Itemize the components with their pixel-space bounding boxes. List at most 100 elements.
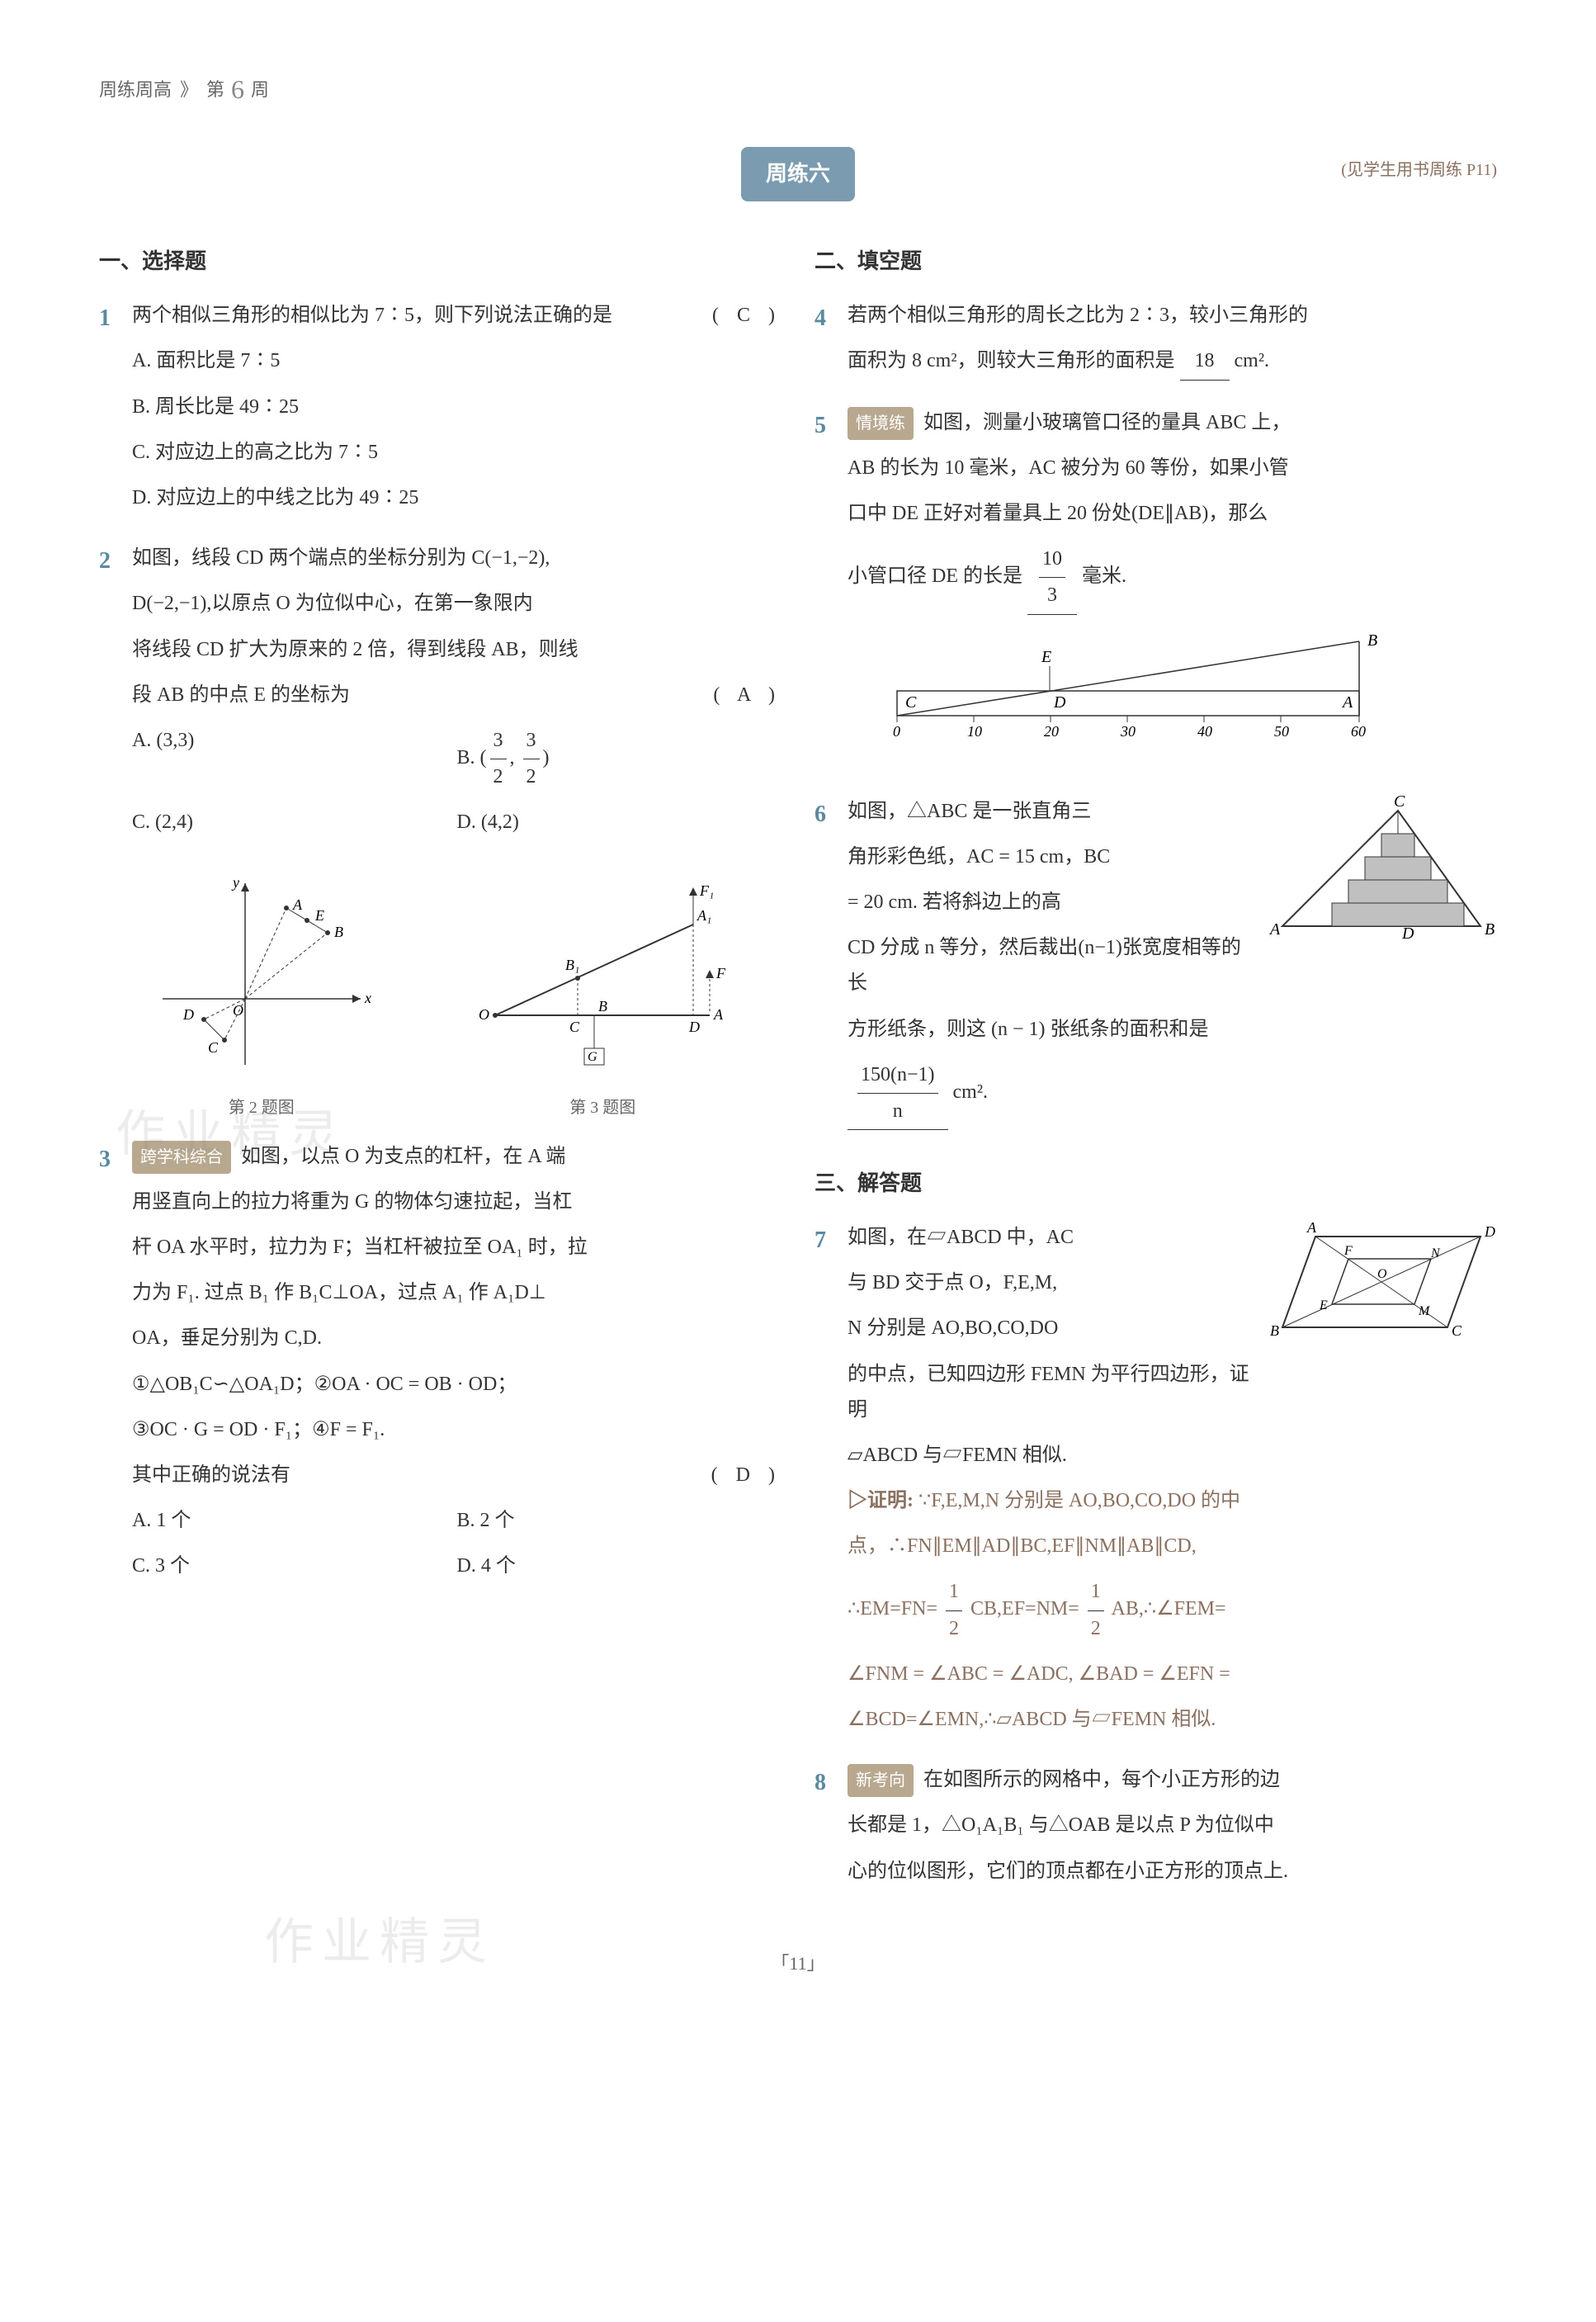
week-suffix: 周	[251, 73, 269, 106]
q2-option-a: A. (3,3)	[132, 723, 457, 795]
svg-text:B: B	[1367, 631, 1377, 650]
svg-text:F: F	[1343, 1244, 1353, 1258]
svg-text:20: 20	[1044, 723, 1059, 740]
svg-text:F: F	[715, 965, 726, 981]
q4-blank: 18	[1180, 343, 1230, 380]
svg-text:E: E	[1319, 1298, 1328, 1312]
q3-stem-2: 用竖直向上的拉力将重为 G 的物体匀速拉起，当杠	[132, 1185, 781, 1220]
question-7: 7 A D B C O F N E M 如图，在▱ABC	[815, 1220, 1497, 1738]
week-number: 6	[231, 66, 244, 114]
q4-stem-2-post: cm².	[1235, 350, 1270, 371]
svg-text:D: D	[1484, 1223, 1495, 1240]
q3-options: A. 1 个 B. 2 个 C. 3 个 D. 4 个	[132, 1503, 781, 1594]
q1-stem: 两个相似三角形的相似比为 7∶5，则下列说法正确的是	[132, 305, 612, 326]
q1-number: 1	[99, 298, 111, 339]
q2-options: A. (3,3) B. (32, 32) C. (2,4) D. (4,2)	[132, 723, 781, 851]
section-1-title: 一、选择题	[99, 243, 781, 281]
q2-option-d: D. (4,2)	[457, 805, 782, 840]
svg-text:A₁: A₁	[696, 907, 711, 924]
q5-figure: E C D A B 0 10 20 30 40 50 60	[848, 625, 1425, 757]
q7-stem-4: 的中点，已知四边形 FEMN 为平行四边形，证明	[848, 1357, 1497, 1428]
svg-text:D: D	[688, 1019, 700, 1035]
q2-option-b: B. (32, 32)	[457, 723, 782, 795]
q3-stem-7: ③OC · G = OD · F₁；④F = F₁.	[132, 1412, 781, 1448]
question-6: 6 A B C D 如图，△ABC 是一张直角三	[815, 794, 1497, 1141]
q7-proof-1: ∵F,E,M,N 分别是 AO,BO,CO,DO 的中	[918, 1490, 1240, 1511]
q5-tag: 情境练	[848, 407, 914, 440]
q3-stem-4: 力为 F₁. 过点 B₁ 作 B₁C⊥OA，过点 A₁ 作 A₁D⊥	[132, 1275, 781, 1311]
svg-text:B₁: B₁	[565, 957, 579, 973]
svg-text:A: A	[292, 896, 303, 913]
svg-text:0: 0	[893, 723, 900, 740]
q3-number: 3	[99, 1139, 111, 1180]
q1-answer: ( C )	[712, 298, 781, 333]
q3-tag: 跨学科综合	[132, 1141, 231, 1174]
q8-stem-2: 长都是 1，△O₁A₁B₁ 与△OAB 是以点 P 为位似中	[848, 1808, 1497, 1843]
q6-number: 6	[815, 794, 826, 835]
q8-number: 8	[815, 1762, 826, 1804]
q5-stem-2: AB 的长为 10 毫米，AC 被分为 60 等份，如果小管	[848, 451, 1497, 486]
figure-q2: x y O A B E C D	[146, 875, 377, 1122]
figure-q3: O A A₁ B₁ C D G B F₁	[470, 875, 734, 1122]
q5-number: 5	[815, 405, 826, 447]
svg-text:D: D	[1053, 693, 1066, 712]
q1-option-b: B. 周长比是 49∶25	[132, 390, 781, 425]
svg-text:E: E	[1041, 648, 1051, 666]
q5-stem-4-pre: 小管口径 DE 的长是	[848, 565, 1022, 587]
q6-figure: A B C D	[1266, 794, 1497, 955]
svg-text:40: 40	[1197, 723, 1212, 740]
figures-q2-q3: x y O A B E C D	[99, 875, 781, 1122]
svg-text:N: N	[1430, 1246, 1441, 1260]
q8-stem-3: 心的位似图形，它们的顶点都在小正方形的顶点上.	[848, 1854, 1497, 1889]
svg-text:50: 50	[1274, 723, 1289, 740]
svg-text:C: C	[569, 1019, 580, 1035]
svg-text:A: A	[1268, 920, 1281, 939]
q7-proof-5: ∠BCD=∠EMN,∴▱ABCD 与▱FEMN 相似.	[848, 1702, 1497, 1738]
svg-text:B: B	[334, 924, 343, 940]
q2-answer: ( A )	[713, 678, 781, 713]
q8-stem-1: 在如图所示的网格中，每个小正方形的边	[923, 1769, 1280, 1790]
q3-option-d: D. 4 个	[457, 1549, 782, 1584]
question-5: 5 情境练 如图，测量小玻璃管口径的量具 ABC 上， AB 的长为 10 毫米…	[815, 405, 1497, 769]
svg-text:D: D	[182, 1006, 194, 1023]
svg-text:C: C	[1394, 794, 1405, 811]
svg-text:10: 10	[967, 723, 982, 740]
page-header: 周练周高 》 第 6 周	[99, 66, 1497, 114]
svg-text:O: O	[1377, 1267, 1387, 1281]
q7-proof-3: ∴EM=FN= 12 CB,EF=NM= 12 AB,∴∠FEM=	[848, 1574, 1497, 1646]
title-row: 周练六 (见学生用书周练 P11)	[99, 147, 1497, 202]
q7-stem-5: ▱ABCD 与▱FEMN 相似.	[848, 1438, 1497, 1473]
q1-option-a: A. 面积比是 7∶5	[132, 343, 781, 379]
q3-option-c: C. 3 个	[132, 1549, 457, 1584]
q3-stem-5: OA，垂足分别为 C,D.	[132, 1321, 781, 1356]
q2-number: 2	[99, 541, 111, 582]
q7-proof-4: ∠FNM = ∠ABC = ∠ADC, ∠BAD = ∠EFN =	[848, 1657, 1497, 1692]
question-1: 1 两个相似三角形的相似比为 7∶5，则下列说法正确的是 ( C ) A. 面积…	[99, 298, 781, 516]
content-columns: 一、选择题 1 两个相似三角形的相似比为 7∶5，则下列说法正确的是 ( C )…	[99, 226, 1497, 1913]
question-3: 作业精灵 3 跨学科综合 如图，以点 O 为支点的杠杆，在 A 端 用竖直向上的…	[99, 1139, 781, 1595]
q5-stem-3: 口中 DE 正好对着量具上 20 份处(DE∥AB)，那么	[848, 496, 1497, 532]
q5-stem-1: 如图，测量小玻璃管口径的量具 ABC 上，	[923, 412, 1291, 433]
svg-text:A: A	[1341, 693, 1353, 712]
q3-svg: O A A₁ B₁ C D G B F₁	[470, 875, 734, 1073]
q4-stem-2-pre: 面积为 8 cm²，则较大三角形的面积是	[848, 350, 1175, 371]
q3-caption: 第 3 题图	[470, 1093, 734, 1123]
q2-svg: x y O A B E C D	[146, 875, 377, 1073]
q7-figure: A D B C O F N E M	[1266, 1220, 1497, 1356]
svg-text:y: y	[231, 875, 239, 891]
svg-text:D: D	[1401, 925, 1414, 943]
svg-text:B: B	[1485, 920, 1494, 939]
q5-stem-4-post: 毫米.	[1082, 565, 1126, 587]
page-number: 「11」	[99, 1947, 1497, 1980]
svg-text:B: B	[1270, 1322, 1279, 1339]
left-column: 一、选择题 1 两个相似三角形的相似比为 7∶5，则下列说法正确的是 ( C )…	[99, 226, 781, 1913]
q7-proof-2: 点，∴FN∥EM∥AD∥BC,EF∥NM∥AB∥CD,	[848, 1529, 1497, 1564]
q2-stem-4: 段 AB 的中点 E 的坐标为	[132, 684, 350, 706]
q2-stem-1: 如图，线段 CD 两个端点的坐标分别为 C(−1,−2),	[132, 541, 781, 576]
section-3-title: 三、解答题	[815, 1165, 1497, 1204]
q3-stem-1: 如图，以点 O 为支点的杠杆，在 A 端	[241, 1146, 565, 1167]
q3-stem-3: 杆 OA 水平时，拉力为 F；当杠杆被拉至 OA₁ 时，拉	[132, 1230, 781, 1265]
q6-stem-5: 方形纸条，则这 (n − 1) 张纸条的面积和是	[848, 1012, 1497, 1048]
q6-stem-post: cm².	[953, 1081, 989, 1103]
week-prefix: 第	[206, 73, 224, 106]
